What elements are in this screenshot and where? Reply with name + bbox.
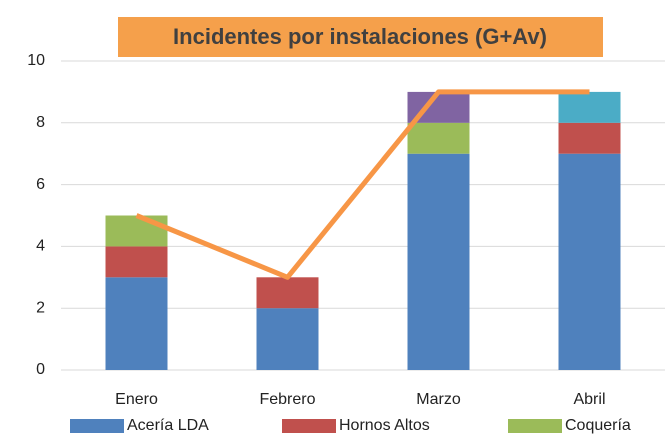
y-tick-label: 6 (36, 176, 45, 193)
bar-segment (105, 246, 168, 278)
legend-swatch (282, 419, 336, 433)
legend-label: Hornos Altos (339, 417, 430, 434)
legend-label: Coquería (565, 417, 631, 434)
bar-segment (407, 153, 470, 370)
x-tick-label: Enero (115, 391, 158, 408)
y-tick-label: 2 (36, 299, 45, 316)
bar-segment (558, 91, 621, 123)
x-tick-label: Abril (573, 391, 605, 408)
y-tick-label: 0 (36, 361, 45, 378)
title-background (118, 17, 603, 57)
bar-segment (407, 122, 470, 154)
legend-swatch (508, 419, 562, 433)
legend-swatch (70, 419, 124, 433)
y-tick-label: 10 (27, 52, 45, 69)
bar-segment (558, 153, 621, 370)
bar-segment (256, 308, 319, 370)
x-tick-label: Marzo (416, 391, 461, 408)
line (135, 89, 590, 280)
bar-segment (105, 277, 168, 370)
bar-segment (105, 215, 168, 247)
y-tick-label: 8 (36, 114, 45, 131)
bar-segment (558, 122, 621, 154)
chart-title: Incidentes por instalaciones (G+Av) (173, 24, 547, 49)
y-tick-label: 4 (36, 238, 45, 255)
x-tick-label: Febrero (259, 391, 315, 408)
bar-segment (256, 277, 319, 309)
legend-label: Acería LDA (127, 417, 209, 434)
